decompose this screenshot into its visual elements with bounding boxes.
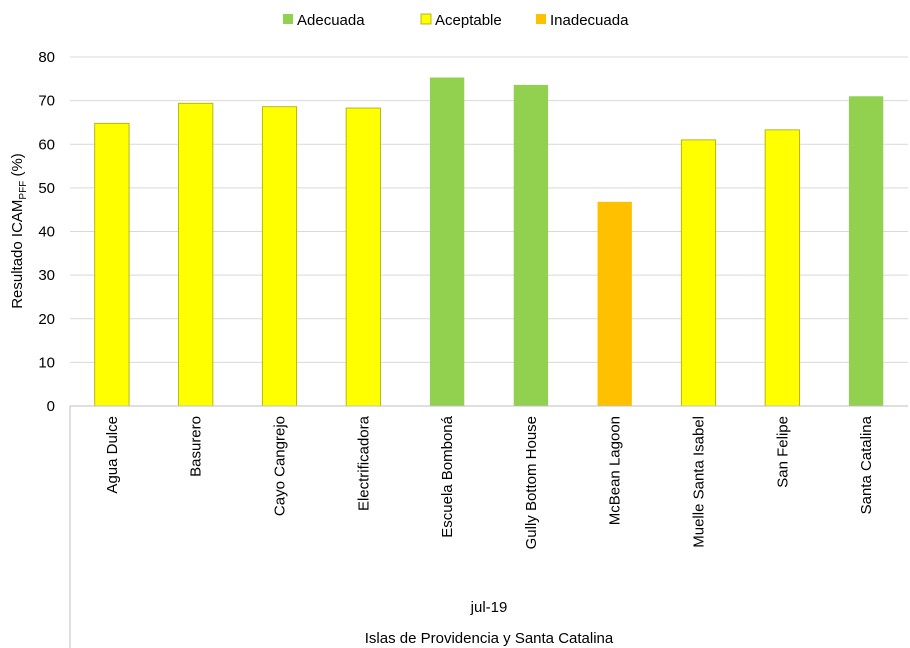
legend-swatch-inadecuada [536,14,546,24]
y-tick-label: 0 [47,398,55,415]
x-category-label: San Felipe [774,416,791,488]
axes [69,405,908,648]
bar-electrificadora [345,107,381,407]
y-tick-label: 10 [38,354,55,371]
y-tick-label: 80 [38,49,55,66]
y-tick-label: 20 [38,311,55,328]
y-tick-label: 70 [38,93,55,110]
legend-label-aceptable: Aceptable [435,12,502,29]
y-tick-label: 30 [38,267,55,284]
y-tick-labels: 0 10 20 30 40 50 60 70 80 [38,49,55,415]
y-tick-label: 50 [38,180,55,197]
legend-swatch-aceptable [420,13,432,25]
x-category-label: McBean Lagoon [607,416,624,525]
bar-escuela-bombona [429,77,465,406]
bar-cayo-cangrejo [261,106,298,407]
bar-mcbean-lagoon [597,201,632,406]
x-category-label: Electrificadora [355,415,372,511]
x-category-labels: Agua Dulce Basurero Cayo Cangrejo Electrifi… [104,415,875,549]
legend-label-adecuada: Adecuada [297,12,365,29]
y-tick-label: 40 [38,224,55,241]
y-tick-label: 60 [38,136,55,153]
x-category-label: Gully Bottom House [523,416,540,549]
bar-santa-catalina [848,96,884,406]
bar-muelle-santa-isabel [680,139,717,407]
x-category-label: Muelle Santa Isabel [691,416,708,548]
legend-label-inadecuada: Inadecuada [550,12,629,29]
legend-swatch-adecuada [283,14,293,24]
bars [94,77,884,407]
x-category-label: Agua Dulce [104,416,121,494]
bar-gully-bottom-house [513,84,549,407]
x-category-label: Escuela Bomboná [439,415,456,537]
x-category-label: Cayo Cangrejo [272,416,289,516]
x-category-label: Basurero [188,416,205,477]
bar-basurero [178,102,214,407]
legend: Adecuada Aceptable Inadecuada [283,12,629,29]
x-group-label-location: Islas de Providencia y Santa Catalina [365,630,614,647]
bar-san-felipe [764,129,800,407]
y-axis-title: Resultado ICAMPFF (%) [9,153,29,309]
x-group-label-period: jul-19 [470,599,508,616]
x-category-label: Santa Catalina [858,415,875,514]
bar-agua-dulce [94,122,130,407]
